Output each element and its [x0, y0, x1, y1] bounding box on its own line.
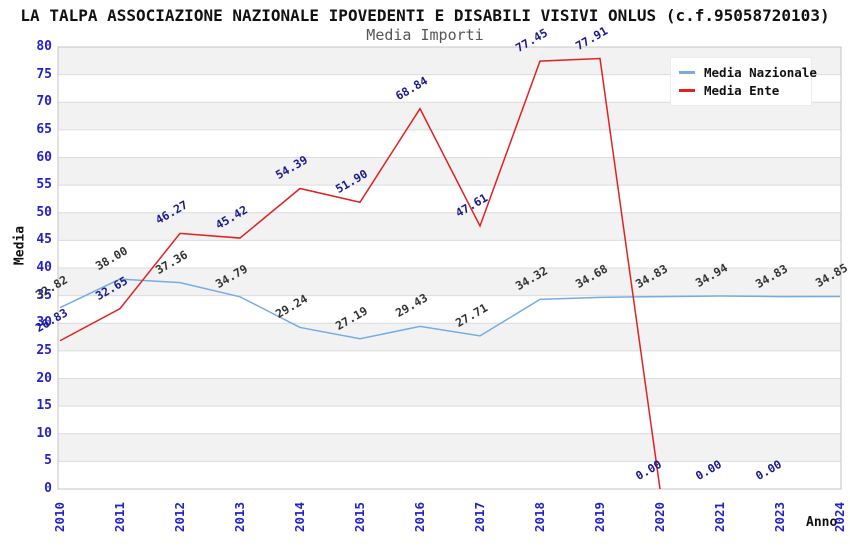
x-tick-label: 2019: [592, 501, 607, 533]
y-tick-label: 0: [44, 481, 52, 496]
x-tick-label: 2016: [412, 501, 427, 533]
y-tick-label: 35: [36, 287, 52, 303]
y-tick-label: 50: [36, 204, 52, 220]
grid-band: [58, 212, 841, 241]
grid-band: [58, 378, 841, 407]
y-tick-label: 30: [36, 315, 52, 331]
y-tick-label: 70: [36, 94, 52, 110]
x-tick-label: 2013: [232, 501, 247, 533]
series-line-media-ente: [59, 57, 661, 490]
grid-band: [58, 433, 841, 462]
grid-band: [58, 102, 841, 130]
x-tick-label: 2018: [532, 501, 547, 533]
series-line-media-nazionale: [59, 278, 841, 340]
media-ente-line-swatch-icon: [679, 88, 695, 92]
y-tick-label: 80: [36, 39, 52, 54]
y-tick-label: 60: [36, 149, 52, 165]
legend-item-media-nazionale: Media Nazionale: [679, 63, 817, 81]
y-tick-label: 25: [36, 342, 52, 358]
x-axis-title: Anno: [806, 515, 838, 530]
y-tick-label: 15: [36, 398, 52, 414]
grid-band: [58, 323, 841, 351]
legend: Media Nazionale Media Ente: [670, 57, 817, 106]
grid-band: [58, 268, 841, 296]
y-tick-label: 55: [36, 177, 52, 193]
y-tick-label: 75: [36, 66, 52, 82]
legend-label: Media Nazionale: [704, 64, 817, 80]
x-tick-label: 2015: [352, 501, 367, 533]
y-axis-title: Media: [12, 225, 28, 266]
chart-subtitle: Media Importi: [366, 26, 484, 44]
legend-item-media-ente: Media Ente: [679, 81, 803, 99]
plot-border: [57, 46, 842, 490]
x-tick-label: 2011: [112, 501, 127, 533]
grid-band: [58, 157, 841, 186]
y-tick-label: 65: [36, 121, 52, 137]
x-tick-label: 2017: [472, 501, 487, 533]
y-tick-label: 40: [36, 260, 52, 275]
y-tick-label: 10: [36, 425, 52, 441]
y-tick-label: 20: [36, 370, 52, 386]
y-tick-label: 45: [36, 232, 52, 248]
x-tick-label: 2023: [772, 501, 787, 533]
legend-label: Media Ente: [704, 82, 780, 98]
x-tick-label: 2014: [292, 501, 307, 533]
chart-title: LA TALPA ASSOCIAZIONE NAZIONALE IPOVEDEN…: [20, 6, 830, 25]
x-tick-label: 2010: [52, 501, 67, 533]
x-tick-label: 2021: [712, 501, 727, 533]
x-tick-label: 2012: [172, 501, 187, 533]
x-tick-label: 2020: [652, 501, 667, 533]
media-nazionale-line-swatch-icon: [679, 70, 695, 74]
y-tick-label: 5: [44, 453, 52, 469]
